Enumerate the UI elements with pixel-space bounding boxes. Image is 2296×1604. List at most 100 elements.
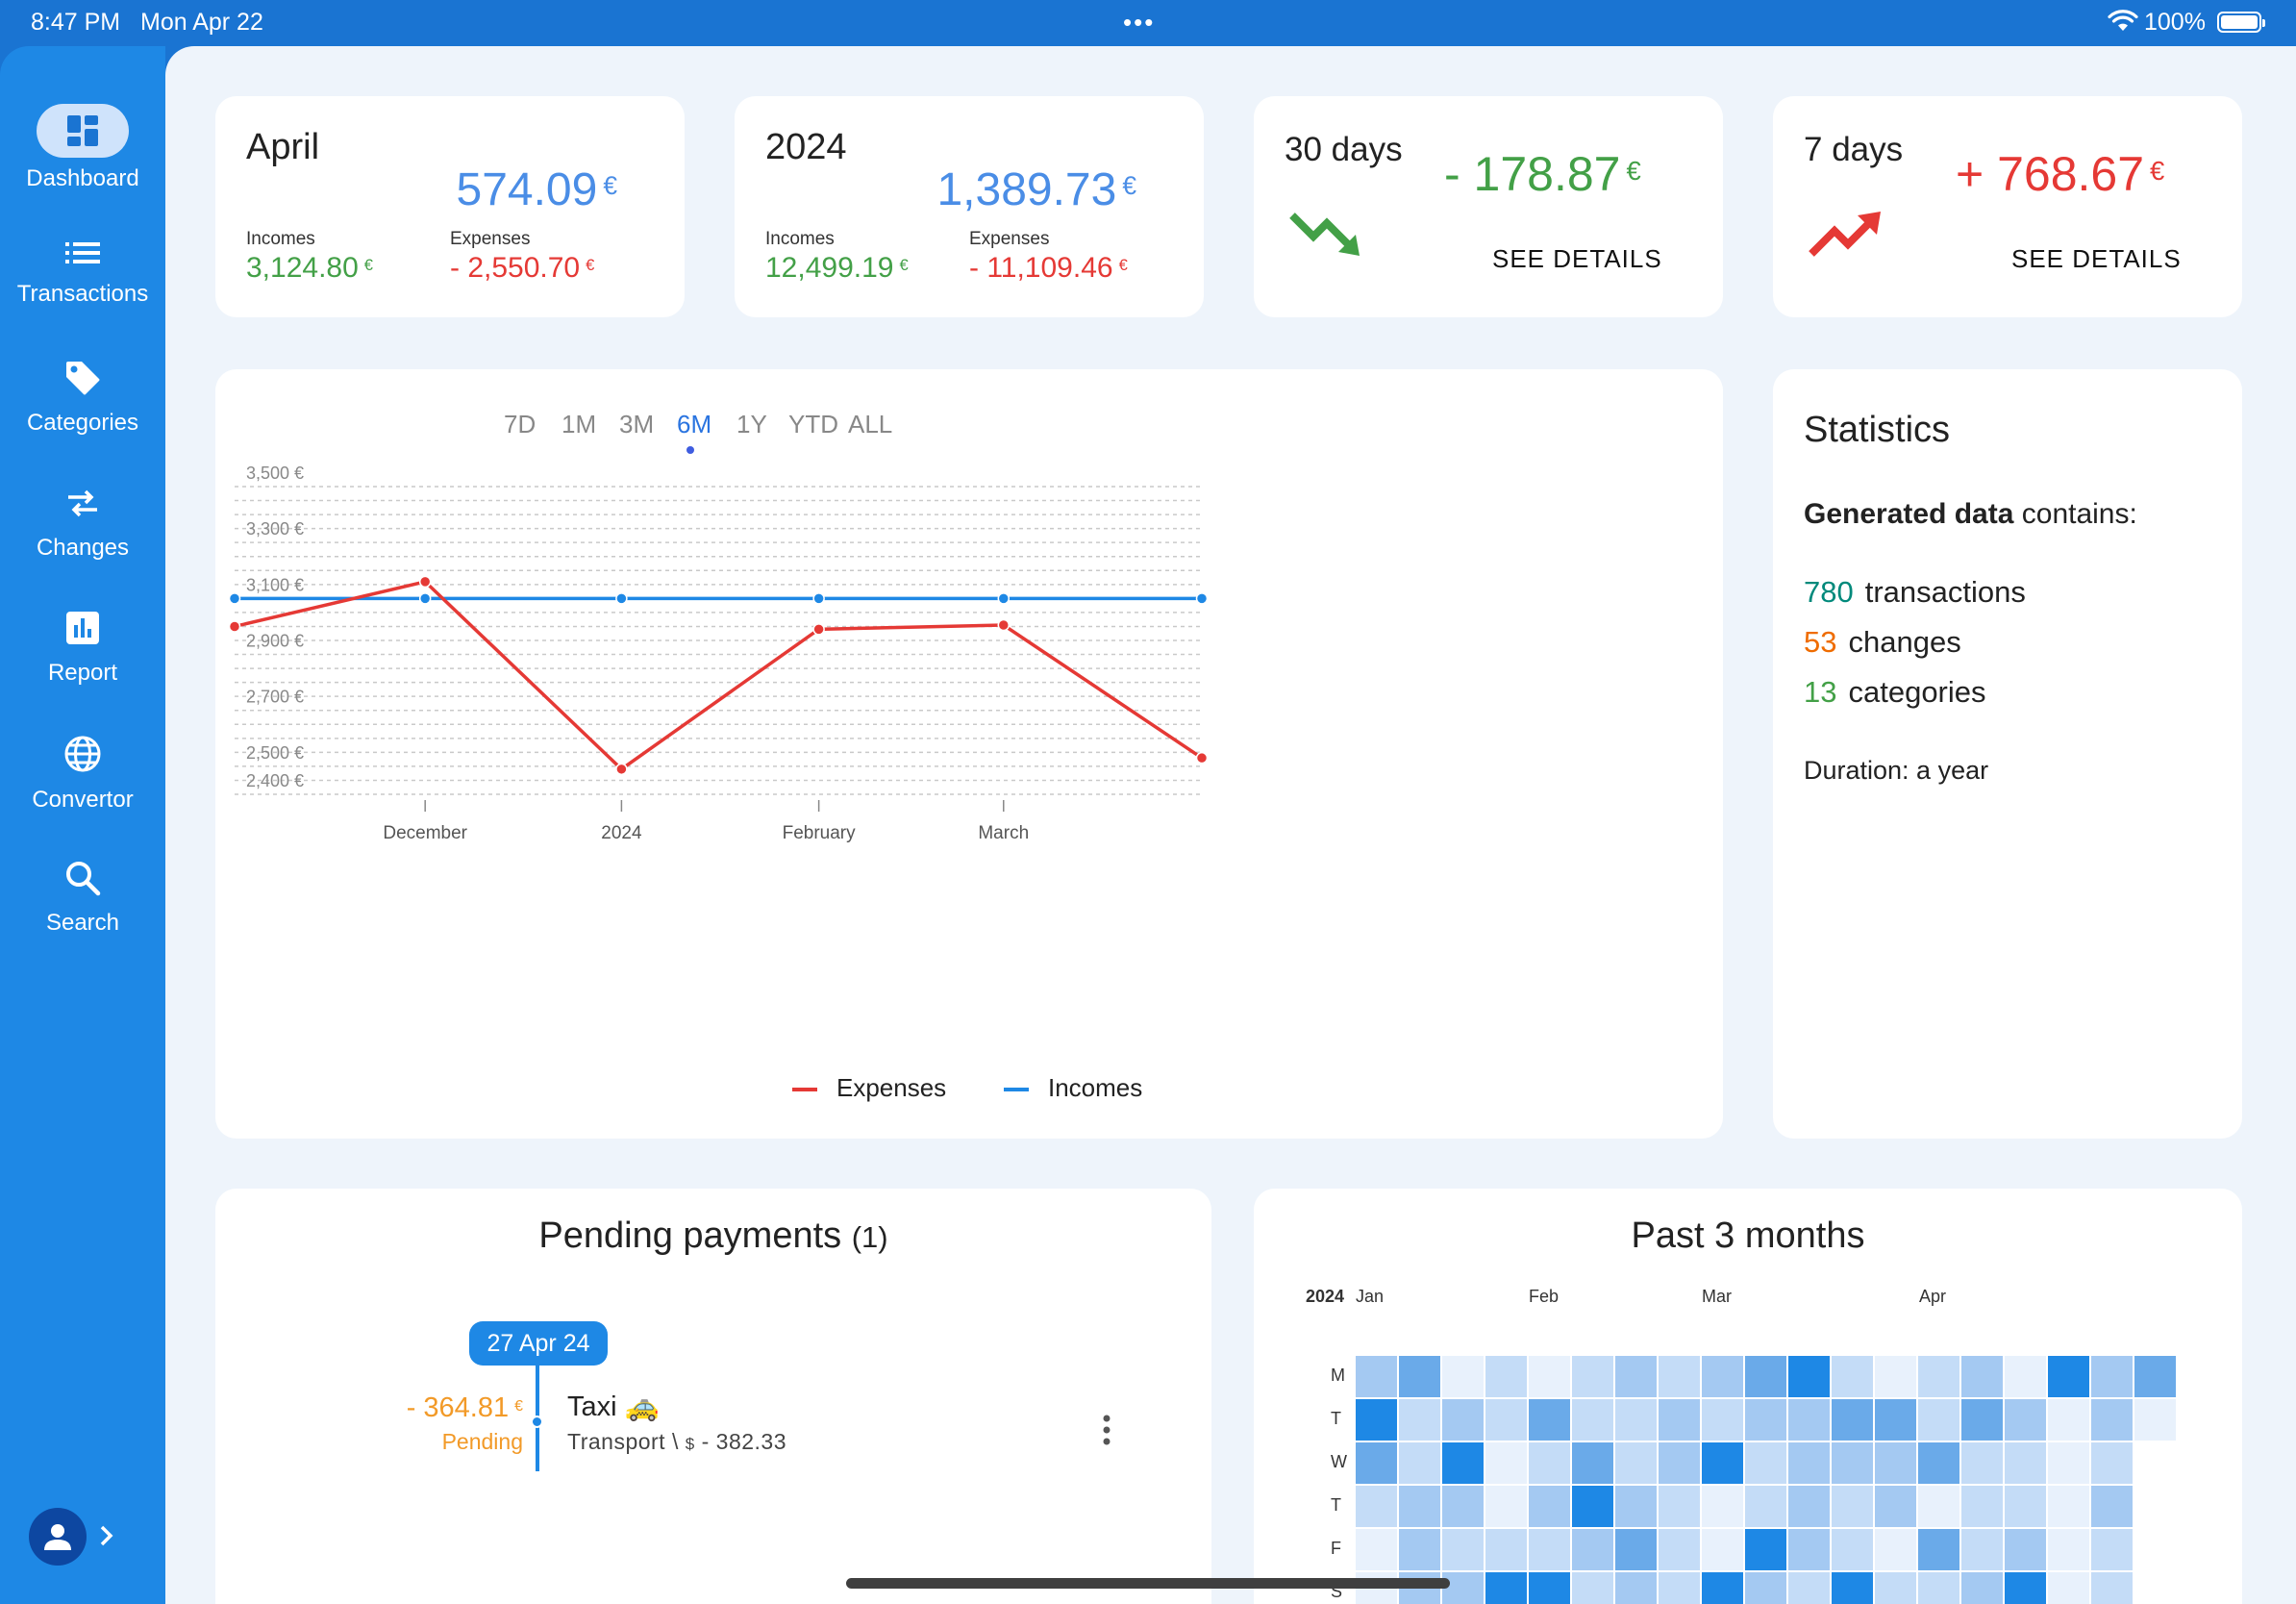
heatmap-cell[interactable]: [2005, 1356, 2046, 1397]
heatmap-cell[interactable]: [1615, 1486, 1657, 1527]
heatmap-cell[interactable]: [2091, 1572, 2133, 1604]
heatmap-cell[interactable]: [1615, 1356, 1657, 1397]
heatmap-cell[interactable]: [2091, 1486, 2133, 1527]
heatmap-cell[interactable]: [2134, 1356, 2176, 1397]
heatmap-cell[interactable]: [2048, 1486, 2089, 1527]
heatmap-cell[interactable]: [1356, 1486, 1397, 1527]
heatmap-cell[interactable]: [1961, 1572, 2003, 1604]
heatmap-cell[interactable]: [2048, 1356, 2089, 1397]
heatmap-cell[interactable]: [1875, 1486, 1916, 1527]
sidebar-item-categories[interactable]: Categories: [0, 360, 165, 437]
heatmap-cell[interactable]: [1745, 1442, 1786, 1484]
heatmap-cell[interactable]: [1702, 1486, 1743, 1527]
heatmap-cell[interactable]: [1875, 1529, 1916, 1570]
heatmap-cell[interactable]: [2048, 1399, 2089, 1441]
year-summary-card[interactable]: 2024 1,389.73 € Incomes Expenses 12,499.1…: [735, 96, 1204, 317]
heatmap-cell[interactable]: [1356, 1356, 1397, 1397]
heatmap-cell[interactable]: [2091, 1399, 2133, 1441]
heatmap-cell[interactable]: [1961, 1399, 2003, 1441]
sidebar-item-transactions[interactable]: Transactions: [0, 238, 165, 308]
heatmap-cell[interactable]: [1961, 1356, 2003, 1397]
heatmap-cell[interactable]: [1918, 1529, 1959, 1570]
heatmap-cell[interactable]: [1572, 1529, 1613, 1570]
heatmap-cell[interactable]: [1875, 1399, 1916, 1441]
heatmap-cell[interactable]: [2005, 1486, 2046, 1527]
heatmap-cell[interactable]: [2048, 1442, 2089, 1484]
heatmap-cell[interactable]: [1442, 1399, 1484, 1441]
heatmap-cell[interactable]: [1659, 1399, 1700, 1441]
heatmap-cell[interactable]: [1485, 1399, 1527, 1441]
heatmap-cell[interactable]: [1356, 1442, 1397, 1484]
multitasking-dots[interactable]: •••: [1123, 8, 1156, 37]
heatmap-cell[interactable]: [1572, 1356, 1613, 1397]
heatmap-cell[interactable]: [2005, 1442, 2046, 1484]
month-summary-card[interactable]: April 574.09 € Incomes Expenses 3,124.80 €…: [215, 96, 685, 317]
heatmap-cell[interactable]: [1485, 1572, 1527, 1604]
heatmap-cell[interactable]: [1485, 1356, 1527, 1397]
heatmap-cell[interactable]: [1745, 1572, 1786, 1604]
heatmap-cell[interactable]: [1399, 1442, 1440, 1484]
heatmap-cell[interactable]: [1442, 1356, 1484, 1397]
heatmap-cell[interactable]: [1702, 1572, 1743, 1604]
heatmap-cell[interactable]: [1832, 1442, 1873, 1484]
heatmap-cell[interactable]: [1961, 1529, 2003, 1570]
days7-see-details-button[interactable]: SEE DETAILS: [2011, 244, 2182, 273]
heatmap-cell[interactable]: [1832, 1486, 1873, 1527]
heatmap-cell[interactable]: [2134, 1399, 2176, 1441]
heatmap-cell[interactable]: [1529, 1486, 1570, 1527]
heatmap-cell[interactable]: [2091, 1442, 2133, 1484]
heatmap-cell[interactable]: [1529, 1529, 1570, 1570]
heatmap-cell[interactable]: [1442, 1442, 1484, 1484]
heatmap-cell[interactable]: [1832, 1529, 1873, 1570]
days30-see-details-button[interactable]: SEE DETAILS: [1492, 244, 1662, 273]
heatmap-cell[interactable]: [2048, 1529, 2089, 1570]
heatmap-cell[interactable]: [1745, 1486, 1786, 1527]
heatmap-cell[interactable]: [1918, 1486, 1959, 1527]
heatmap-cell[interactable]: [1918, 1572, 1959, 1604]
sidebar-item-dashboard[interactable]: Dashboard: [0, 104, 165, 192]
heatmap-cell[interactable]: [1572, 1442, 1613, 1484]
heatmap-cell[interactable]: [1529, 1572, 1570, 1604]
heatmap-cell[interactable]: [1961, 1486, 2003, 1527]
heatmap-cell[interactable]: [1399, 1486, 1440, 1527]
heatmap-cell[interactable]: [1572, 1572, 1613, 1604]
range-tab-1m[interactable]: 1M: [562, 410, 597, 439]
chevron-right-icon[interactable]: [96, 1521, 117, 1550]
more-vert-icon[interactable]: [1102, 1414, 1111, 1446]
heatmap-cell[interactable]: [1442, 1572, 1484, 1604]
heatmap-cell[interactable]: [1572, 1399, 1613, 1441]
heatmap-cell[interactable]: [1832, 1399, 1873, 1441]
heatmap-cell[interactable]: [1788, 1356, 1830, 1397]
heatmap-cell[interactable]: [1702, 1399, 1743, 1441]
heatmap-cell[interactable]: [1529, 1356, 1570, 1397]
sidebar-item-changes[interactable]: Changes: [0, 485, 165, 562]
heatmap-cell[interactable]: [1485, 1529, 1527, 1570]
heatmap-cell[interactable]: [1702, 1529, 1743, 1570]
heatmap-cell[interactable]: [1615, 1529, 1657, 1570]
heatmap-cell[interactable]: [1875, 1356, 1916, 1397]
heatmap-cell[interactable]: [2005, 1399, 2046, 1441]
home-indicator[interactable]: [846, 1578, 1450, 1589]
heatmap-cell[interactable]: [1745, 1399, 1786, 1441]
legend-incomes[interactable]: Incomes: [1004, 1073, 1142, 1103]
heatmap-cell[interactable]: [1356, 1529, 1397, 1570]
heatmap-cell[interactable]: [1961, 1442, 2003, 1484]
heatmap-cell[interactable]: [1788, 1399, 1830, 1441]
heatmap-cell[interactable]: [1875, 1572, 1916, 1604]
heatmap-cell[interactable]: [1788, 1442, 1830, 1484]
heatmap-cell[interactable]: [1788, 1572, 1830, 1604]
heatmap-cell[interactable]: [1442, 1486, 1484, 1527]
range-tab-ytd[interactable]: YTD: [788, 410, 838, 439]
user-avatar[interactable]: [29, 1508, 87, 1566]
heatmap-cell[interactable]: [1572, 1486, 1613, 1527]
heatmap-cell[interactable]: [2005, 1529, 2046, 1570]
heatmap-cell[interactable]: [1659, 1529, 1700, 1570]
legend-expenses[interactable]: Expenses: [792, 1073, 946, 1103]
heatmap-cell[interactable]: [1442, 1529, 1484, 1570]
heatmap-cell[interactable]: [1615, 1442, 1657, 1484]
sidebar-item-convertor[interactable]: Convertor: [0, 735, 165, 814]
heatmap-cell[interactable]: [1788, 1529, 1830, 1570]
heatmap-cell[interactable]: [1529, 1442, 1570, 1484]
heatmap-cell[interactable]: [1659, 1486, 1700, 1527]
heatmap-cell[interactable]: [1399, 1399, 1440, 1441]
